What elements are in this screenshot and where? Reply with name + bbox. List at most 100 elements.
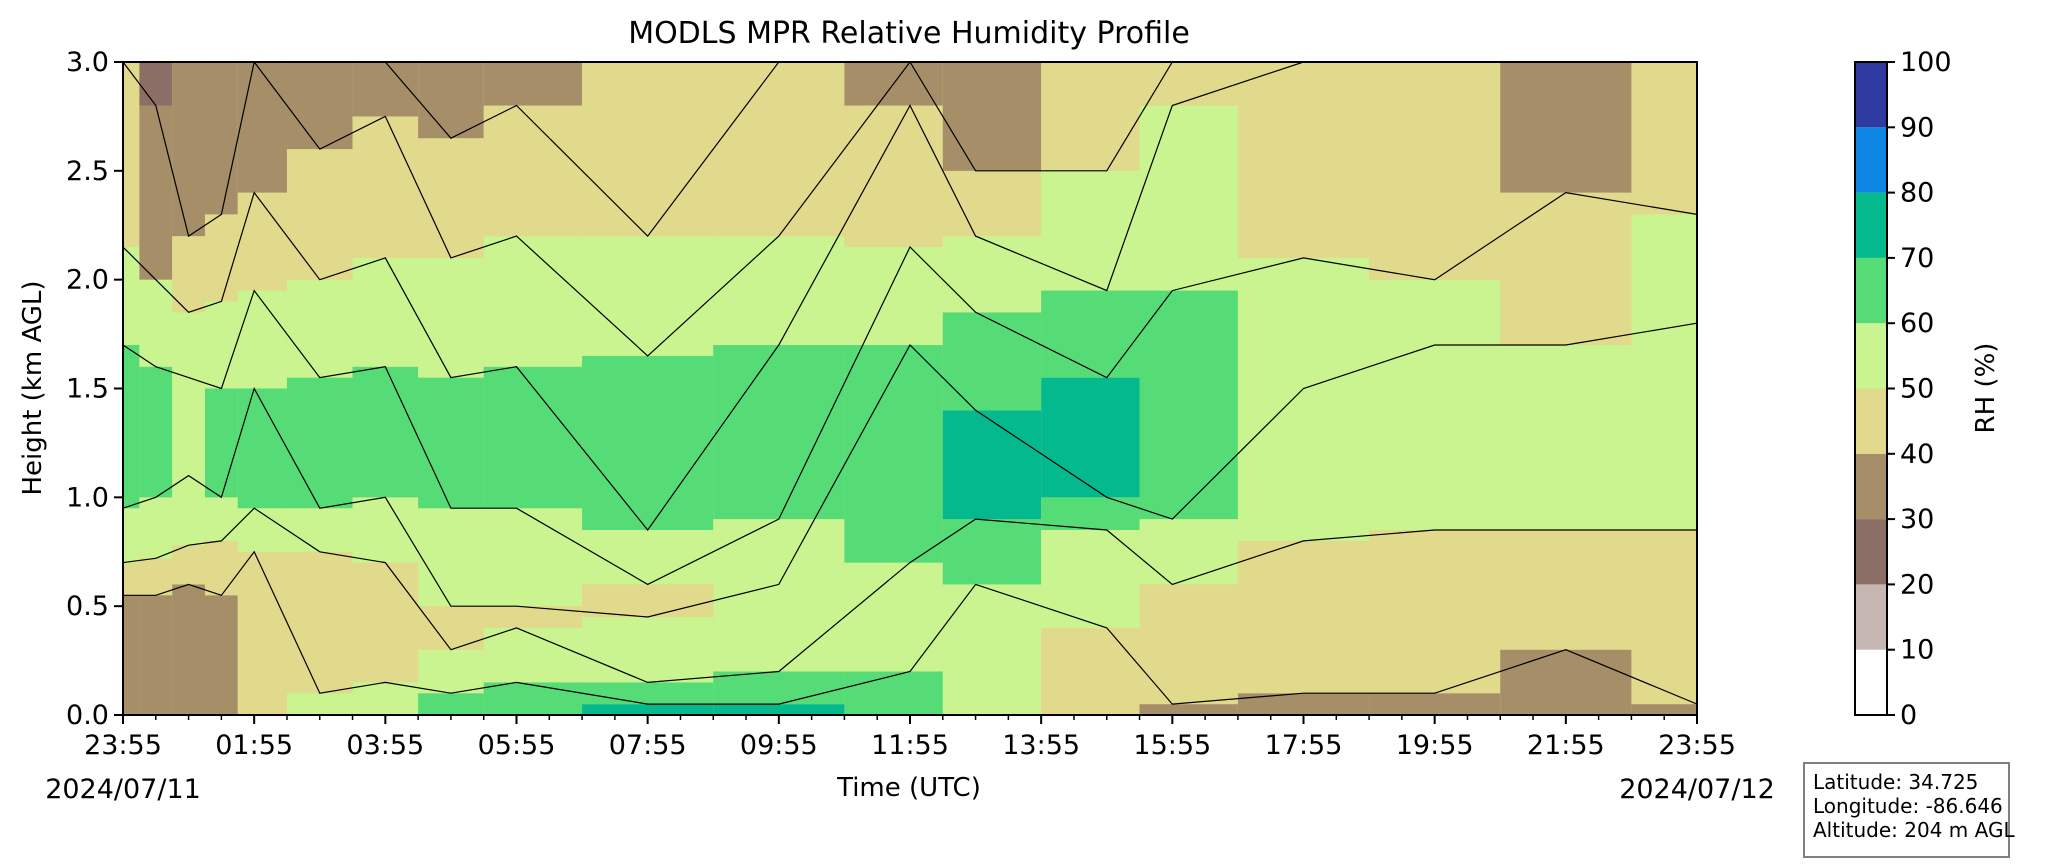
y-tick-label: 3.0 [66,47,109,78]
rh-band-cell [172,312,205,378]
rh-band-cell [1237,693,1370,715]
rh-band-cell [1369,344,1501,530]
rh-band-cell [483,62,583,106]
rh-band-cell [942,312,1042,411]
rh-band-cell [237,388,287,509]
y-tick-label: 1.0 [66,482,109,513]
x-tick-label: 01:55 [215,730,293,761]
rh-band-cell [418,693,484,715]
rh-band-cell [139,497,173,559]
rh-band-cell [139,366,173,498]
rh-band-cell [418,649,484,694]
rh-band-cell [123,247,140,345]
rh-band-cell [942,62,1042,171]
rh-band-cell [418,257,484,378]
rh-band-cell [1139,62,1238,106]
rh-band-cell [139,595,173,715]
rh-band-cell [582,617,714,683]
rh-band-cell [713,519,845,585]
rh-band-cell [352,497,419,563]
rh-band-cell [1041,290,1140,378]
x-date-end: 2024/07/12 [1619,774,1775,805]
rh-band-cell [237,62,287,193]
rh-band-cell [483,627,583,683]
rh-band-cell [942,236,1042,313]
rh-band-cell [1631,529,1697,705]
rh-band-cell [123,595,140,715]
rh-band-cell [1041,627,1140,715]
x-date-start: 2024/07/11 [45,774,201,805]
x-tick-label: 23:55 [84,730,162,761]
x-tick-label: 21:55 [1527,730,1605,761]
rh-contour-line [123,322,1697,618]
rh-band-cell [844,671,943,715]
x-tick-label: 17:55 [1265,730,1343,761]
plot-area [123,62,1697,715]
colorbar-segment [1855,323,1887,389]
rh-band-cell [286,693,353,715]
colorbar-segment [1855,127,1887,193]
rh-band-cell [1139,584,1238,705]
x-tick-label: 23:55 [1658,730,1736,761]
rh-band-cell [483,366,583,509]
colorbar-tick-label: 90 [1900,112,1934,143]
colorbar-segment [1855,453,1887,520]
rh-band-cell [352,116,419,258]
rh-band-cell [713,344,845,520]
rh-band-cell [204,595,238,715]
rh-band-cell [1631,704,1697,715]
rh-band-cell [713,704,845,715]
rh-band-cell [582,236,714,356]
x-axis-label: Time (UTC) [836,773,981,803]
rh-band-cell [713,671,845,705]
rh-band-cell [286,508,353,552]
colorbar-tick-label: 50 [1900,374,1934,405]
rh-band-cell [237,290,287,389]
rh-band-cell [483,606,583,628]
rh-band-cell [582,584,714,618]
colorbar-tick-label: 60 [1900,308,1934,339]
rh-band-cell [1041,170,1140,291]
latitude-text: Latitude: 34.725 [1813,770,1979,794]
rh-contour-line [155,62,1107,238]
rh-band-cell [352,366,419,498]
rh-band-cell [582,529,714,585]
rh-band-cell [1369,279,1501,345]
rh-band-cell [172,475,205,546]
rh-band-cell [204,301,238,389]
rh-band-cell [123,508,140,563]
rh-band-cell [139,105,173,280]
rh-band-cell [713,584,845,672]
rh-band-cell [1139,704,1238,715]
x-tick-label: 03:55 [346,730,424,761]
rh-band-cell [483,508,583,607]
rh-band-cell [123,62,140,248]
rh-band-cell [352,62,419,117]
x-tick-label: 09:55 [740,730,818,761]
colorbar: 0 10 20 30 40 50 60 70 80 90 100 [1854,47,1952,731]
colorbar-tick-label: 30 [1900,504,1934,535]
rh-band-cell [286,551,353,694]
colorbar-tick-label: 80 [1900,178,1934,209]
rh-band-cell [713,236,845,345]
rh-band-cell [1369,693,1501,715]
rh-band-cell [172,62,205,237]
colorbar-tick-label: 40 [1900,439,1934,470]
rh-band-cell [286,62,353,150]
rh-band-cell [1139,519,1238,585]
rh-band-cell [1500,529,1632,650]
rh-band-cell [352,257,419,367]
rh-band-cell [418,377,484,509]
rh-band-cell [172,236,205,313]
rh-band-cell [483,682,583,715]
rh-band-cell [352,682,419,715]
rh-band-cell [1631,62,1697,215]
colorbar-segment [1855,519,1887,585]
y-tick-label: 0.0 [66,700,109,731]
rh-band-cell [1237,388,1370,541]
rh-band-cell [1041,377,1140,498]
rh-contour-line [123,507,1697,684]
y-tick-label: 2.0 [66,265,109,296]
rh-band-cell [1500,192,1632,345]
rh-band-cell [483,105,583,237]
